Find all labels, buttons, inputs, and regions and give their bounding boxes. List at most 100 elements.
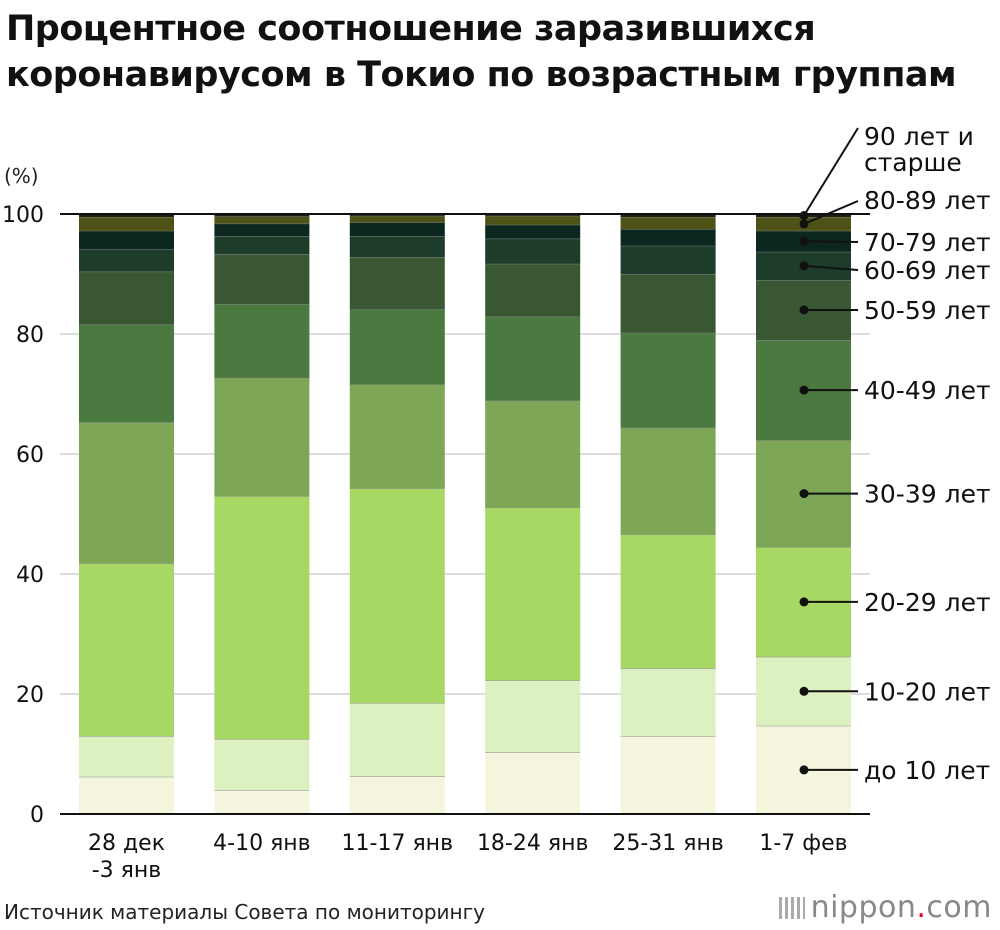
y-axis-label: (%) [4,164,39,188]
y-tick-label: 80 [16,323,44,348]
bar-segment [620,229,716,246]
bar-segment [79,230,174,250]
bar-segment [349,236,445,258]
bar-segment [620,534,716,669]
legend-dot [799,219,809,229]
bar-segment [620,214,716,217]
legend-dot [799,261,809,271]
bar-segment [620,245,716,274]
bar-segment [485,263,581,317]
legend-dot [799,305,809,315]
axes [60,213,870,815]
bar-segment [620,332,716,428]
legend-label: 60-69 лет [864,256,991,285]
legend-leader [803,264,859,271]
legend-dot [799,385,809,395]
source-note: Источник материалы Совета по мониторингу [4,900,485,924]
bar-segment [214,739,310,790]
bar-segment [79,271,174,325]
bars [79,214,851,814]
bar-segment [349,215,445,223]
legend-label: 80-89 лет [864,186,991,215]
bar-segment [79,249,174,272]
logo-bars-icon [778,897,805,919]
x-tick-label: -3 янв [92,858,162,880]
y-tick-label: 20 [16,683,44,708]
bar-segment [485,238,581,264]
bar-segment [620,274,716,333]
logo-suffix: com [926,890,992,925]
bar-segment [214,496,310,739]
bar-segment [79,217,174,231]
legend-dot [799,597,809,607]
bar-segment [349,488,445,703]
legend-dot [799,686,809,696]
legend-label: 70-79 лет [864,228,991,257]
legend-dot [799,489,809,499]
chart-title-line: Процентное соотношение заразившихся [6,9,816,49]
legend-leader [803,240,859,243]
bar-segment [620,736,716,814]
bar-segment [349,309,445,385]
bar-segment [79,776,174,814]
legend-leader [803,127,859,217]
bar-segment [349,384,445,489]
chart-title: Процентное соотношение заразившихся коро… [6,6,996,98]
bar-segment [79,324,174,423]
bar-segment [214,216,310,224]
bar-segment [79,214,174,217]
y-axis-ticks: 0 20 40 60 80 100 [2,203,44,828]
bar-segment [620,427,716,535]
legend-dot [799,211,809,220]
bar-segment [214,377,310,496]
logo-dot: . [916,890,927,925]
y-tick-label: 100 [2,203,44,228]
bar-segment [485,752,581,814]
logo-name: nippon [810,890,917,925]
bar-segment [485,215,581,225]
x-tick-label: 1-7 фев [759,831,847,856]
bar-segment [485,507,581,681]
legend-leader [803,200,859,225]
bar-segment [485,680,581,753]
bar-segment [79,736,174,777]
bar-segment [214,790,310,814]
x-tick-label: 28 дек [88,831,165,856]
legend-label: 40-49 лет [864,376,991,405]
bar-segment [620,668,716,736]
bar-segment [349,222,445,237]
bar-segment [214,236,310,255]
bar-segment [620,217,716,229]
y-tick-label: 40 [16,563,44,588]
y-tick-label: 0 [30,803,44,828]
x-axis-ticks: 28 дек-3 янв 4-10 янв 11-17 янв 18-24 янв 25… [88,831,848,880]
x-tick-label: 4-10 янв [213,831,311,856]
bar-segment [214,214,310,217]
y-tick-label: 60 [16,443,44,468]
bar-segment [349,776,445,814]
legend-label: 30-39 лет [864,480,991,509]
legend-dot [799,236,809,246]
bar-segment [79,422,174,564]
x-tick-label: 11-17 янв [342,831,454,856]
chart-title-line: коронавирусом в Токио по возрастным груп… [6,55,957,95]
legend-label: 90 лет и [864,122,974,151]
bar-segment [349,703,445,777]
legend-dot [799,765,809,775]
bar-segment [214,254,310,304]
stacked-bar-chart: (%) 0 20 40 60 80 100 28 дек-3 янв 4-10 янв 11-… [2,122,991,880]
bar-segment [485,400,581,508]
bar-segment [214,223,310,237]
x-tick-label: 18-24 янв [477,831,589,856]
legend-label: 10-20 лет [864,677,991,706]
bar-segment [349,257,445,310]
bar-segment [485,224,581,239]
legend-label: старше [864,148,962,177]
gridlines [60,333,870,695]
legend-label: до 10 лет [864,756,990,785]
bar-segment [79,563,174,736]
bar-segment [214,304,310,378]
nippon-logo[interactable]: nippon.com [778,890,992,925]
x-tick-label: 25-31 янв [612,831,724,856]
